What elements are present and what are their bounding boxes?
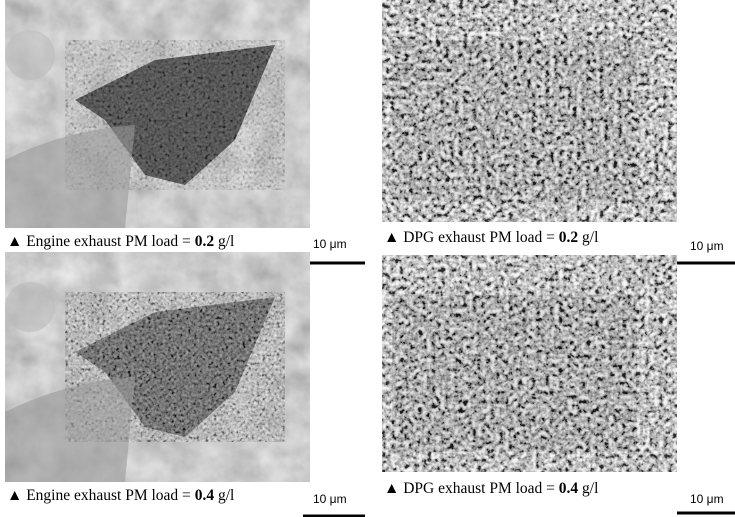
grain: [5, 282, 55, 332]
scale-bar-label: 10 μm: [313, 237, 347, 251]
sem-image: [382, 255, 677, 472]
caption-marker: ▲: [384, 229, 403, 246]
caption-prefix: DPG exhaust PM load =: [403, 480, 559, 497]
caption-unit: g/l: [578, 229, 598, 246]
sem-image: [5, 0, 310, 228]
caption-marker: ▲: [7, 487, 26, 504]
caption: ▲ DPG exhaust PM load = 0.4 g/l: [384, 480, 598, 497]
caption: ▲ DPG exhaust PM load = 0.2 g/l: [384, 229, 598, 246]
figure: ▲ Engine exhaust PM load = 0.2 g/l 10 μm ▲…: [0, 0, 735, 517]
caption-marker: ▲: [7, 233, 26, 250]
caption-value: 0.4: [559, 480, 579, 497]
caption-unit: g/l: [214, 233, 234, 250]
caption: ▲ Engine exhaust PM load = 0.2 g/l: [7, 233, 234, 250]
caption-unit: g/l: [214, 487, 234, 504]
caption-prefix: DPG exhaust PM load =: [403, 229, 559, 246]
caption-value: 0.2: [195, 233, 215, 250]
grain: [5, 30, 55, 80]
soot-speckle: [382, 0, 677, 222]
sem-image: [5, 252, 310, 482]
caption: ▲ Engine exhaust PM load = 0.4 g/l: [7, 487, 234, 504]
scale-bar-label: 10 μm: [690, 492, 724, 506]
scale-bar-label: 10 μm: [690, 239, 724, 253]
caption-prefix: Engine exhaust PM load =: [26, 487, 194, 504]
caption-value: 0.2: [559, 229, 579, 246]
soot-speckle: [382, 255, 677, 472]
caption-prefix: Engine exhaust PM load =: [26, 233, 194, 250]
scale-bar-label: 10 μm: [313, 492, 347, 506]
caption-marker: ▲: [384, 480, 403, 497]
sem-image: [382, 0, 677, 222]
caption-unit: g/l: [578, 480, 598, 497]
caption-value: 0.4: [195, 487, 215, 504]
